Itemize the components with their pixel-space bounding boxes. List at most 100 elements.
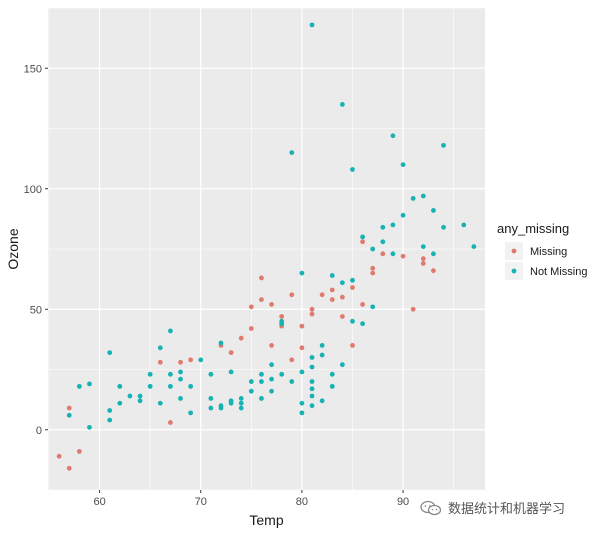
point-not-missing [370, 246, 376, 252]
legend-label-not-missing: Not Missing [530, 266, 587, 278]
point-not-missing [339, 280, 345, 286]
point-not-missing [329, 371, 335, 377]
x-axis-title: Temp [249, 512, 283, 528]
point-not-missing [117, 400, 123, 406]
point-missing [289, 292, 295, 298]
point-missing [350, 343, 355, 348]
point-not-missing [350, 167, 355, 172]
point-not-missing [178, 376, 183, 382]
x-tick-label: 90 [397, 496, 409, 508]
point-not-missing [208, 405, 214, 411]
point-not-missing [157, 400, 163, 406]
point-missing [56, 453, 62, 459]
point-missing [360, 302, 365, 307]
point-missing [66, 465, 72, 471]
point-not-missing [269, 362, 274, 368]
point-not-missing [329, 383, 335, 389]
point-not-missing [178, 396, 183, 401]
point-missing [431, 268, 436, 274]
point-not-missing [431, 251, 436, 257]
point-not-missing [441, 224, 446, 230]
point-not-missing [87, 381, 92, 387]
x-tick-label: 60 [93, 496, 105, 508]
point-missing [279, 314, 285, 319]
point-not-missing [299, 410, 305, 416]
point-not-missing [157, 345, 163, 351]
point-not-missing [248, 379, 254, 384]
point-missing [157, 359, 163, 365]
y-axis-title: Ozone [5, 228, 21, 269]
point-missing [370, 265, 376, 271]
point-missing [188, 357, 194, 363]
point-not-missing [339, 102, 345, 107]
point-not-missing [238, 396, 244, 401]
point-missing [178, 359, 183, 365]
point-missing [319, 292, 325, 298]
point-missing [289, 357, 295, 363]
point-missing [339, 314, 345, 319]
point-missing [380, 251, 386, 257]
point-not-missing [299, 270, 305, 276]
point-not-missing [441, 142, 446, 148]
point-not-missing [259, 379, 264, 384]
point-missing [350, 285, 355, 290]
point-missing [76, 449, 82, 454]
point-not-missing [107, 417, 113, 423]
point-not-missing [390, 222, 396, 228]
point-not-missing [309, 386, 315, 392]
point-missing [299, 323, 305, 329]
point-not-missing [319, 343, 325, 348]
point-not-missing [218, 340, 224, 346]
point-not-missing [390, 133, 396, 139]
point-not-missing [168, 371, 173, 377]
point-not-missing [279, 371, 285, 377]
y-axis-ticks: 0 50 100 150 [24, 63, 48, 437]
point-not-missing [319, 352, 325, 358]
point-not-missing [87, 424, 92, 430]
point-not-missing [178, 369, 183, 375]
point-not-missing [127, 393, 133, 399]
point-not-missing [309, 379, 315, 384]
point-missing [259, 297, 264, 303]
point-not-missing [410, 195, 416, 201]
point-missing [420, 256, 426, 262]
y-tick-label: 150 [24, 63, 42, 75]
y-tick-label: 100 [24, 184, 42, 196]
data-points [56, 22, 477, 471]
point-not-missing [390, 251, 396, 257]
point-not-missing [431, 208, 436, 213]
point-missing [168, 420, 173, 425]
point-not-missing [137, 393, 143, 399]
point-not-missing [380, 224, 386, 230]
point-missing [400, 253, 406, 259]
point-not-missing [238, 400, 244, 406]
wechat-logo-icon [420, 500, 442, 515]
point-not-missing [319, 398, 325, 404]
point-not-missing [420, 244, 426, 249]
point-not-missing [339, 362, 345, 368]
point-not-missing [329, 273, 335, 278]
point-missing [238, 335, 244, 341]
point-not-missing [420, 193, 426, 199]
point-missing [329, 287, 335, 293]
point-not-missing [198, 357, 204, 363]
point-not-missing [107, 350, 113, 356]
point-not-missing [289, 150, 295, 156]
legend-key-not-missing [511, 268, 517, 274]
grid-lines [48, 7, 485, 491]
point-not-missing [76, 383, 82, 389]
point-not-missing [238, 405, 244, 411]
point-not-missing [228, 398, 234, 404]
y-tick-label: 0 [36, 425, 42, 437]
point-not-missing [269, 388, 274, 394]
point-not-missing [309, 393, 315, 399]
point-not-missing [117, 383, 123, 389]
point-missing [228, 350, 234, 356]
point-missing [269, 343, 274, 348]
point-not-missing [208, 396, 214, 401]
point-not-missing [350, 318, 355, 324]
point-not-missing [147, 371, 153, 377]
point-missing [66, 405, 72, 411]
point-not-missing [147, 383, 153, 389]
legend-label-missing: Missing [530, 246, 567, 258]
